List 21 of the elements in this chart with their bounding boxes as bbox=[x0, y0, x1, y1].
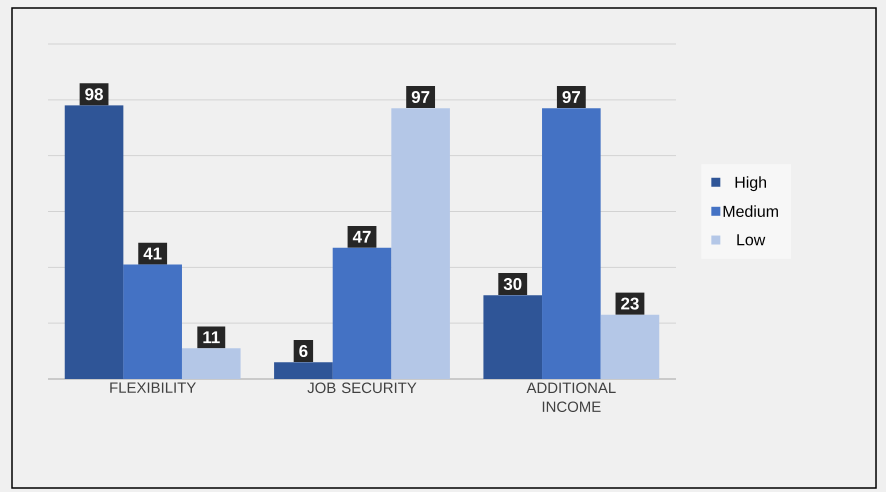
x-tick-label: ADDITIONAL INCOME bbox=[526, 382, 616, 412]
data-label: 98 bbox=[85, 88, 103, 100]
bar bbox=[483, 295, 542, 379]
data-label: 97 bbox=[562, 91, 580, 104]
legend-label: High bbox=[736, 176, 766, 192]
data-label: 97 bbox=[412, 91, 430, 104]
data-label: 47 bbox=[352, 230, 371, 243]
bar bbox=[600, 314, 660, 379]
legend-label: Medium bbox=[724, 205, 778, 217]
bar bbox=[182, 348, 241, 379]
data-label: 6 bbox=[299, 345, 308, 358]
bar bbox=[332, 248, 392, 379]
data-label: 30 bbox=[504, 278, 522, 290]
legend-label: Low bbox=[737, 234, 766, 246]
data-label: 23 bbox=[621, 298, 639, 310]
x-tick-label: JOB SECURITY bbox=[307, 382, 416, 394]
data-label: 11 bbox=[203, 331, 220, 344]
bar bbox=[64, 105, 124, 379]
data-label: 41 bbox=[144, 248, 162, 260]
bar bbox=[274, 362, 333, 379]
x-tick-label: FLEXIBILITY bbox=[110, 382, 196, 393]
